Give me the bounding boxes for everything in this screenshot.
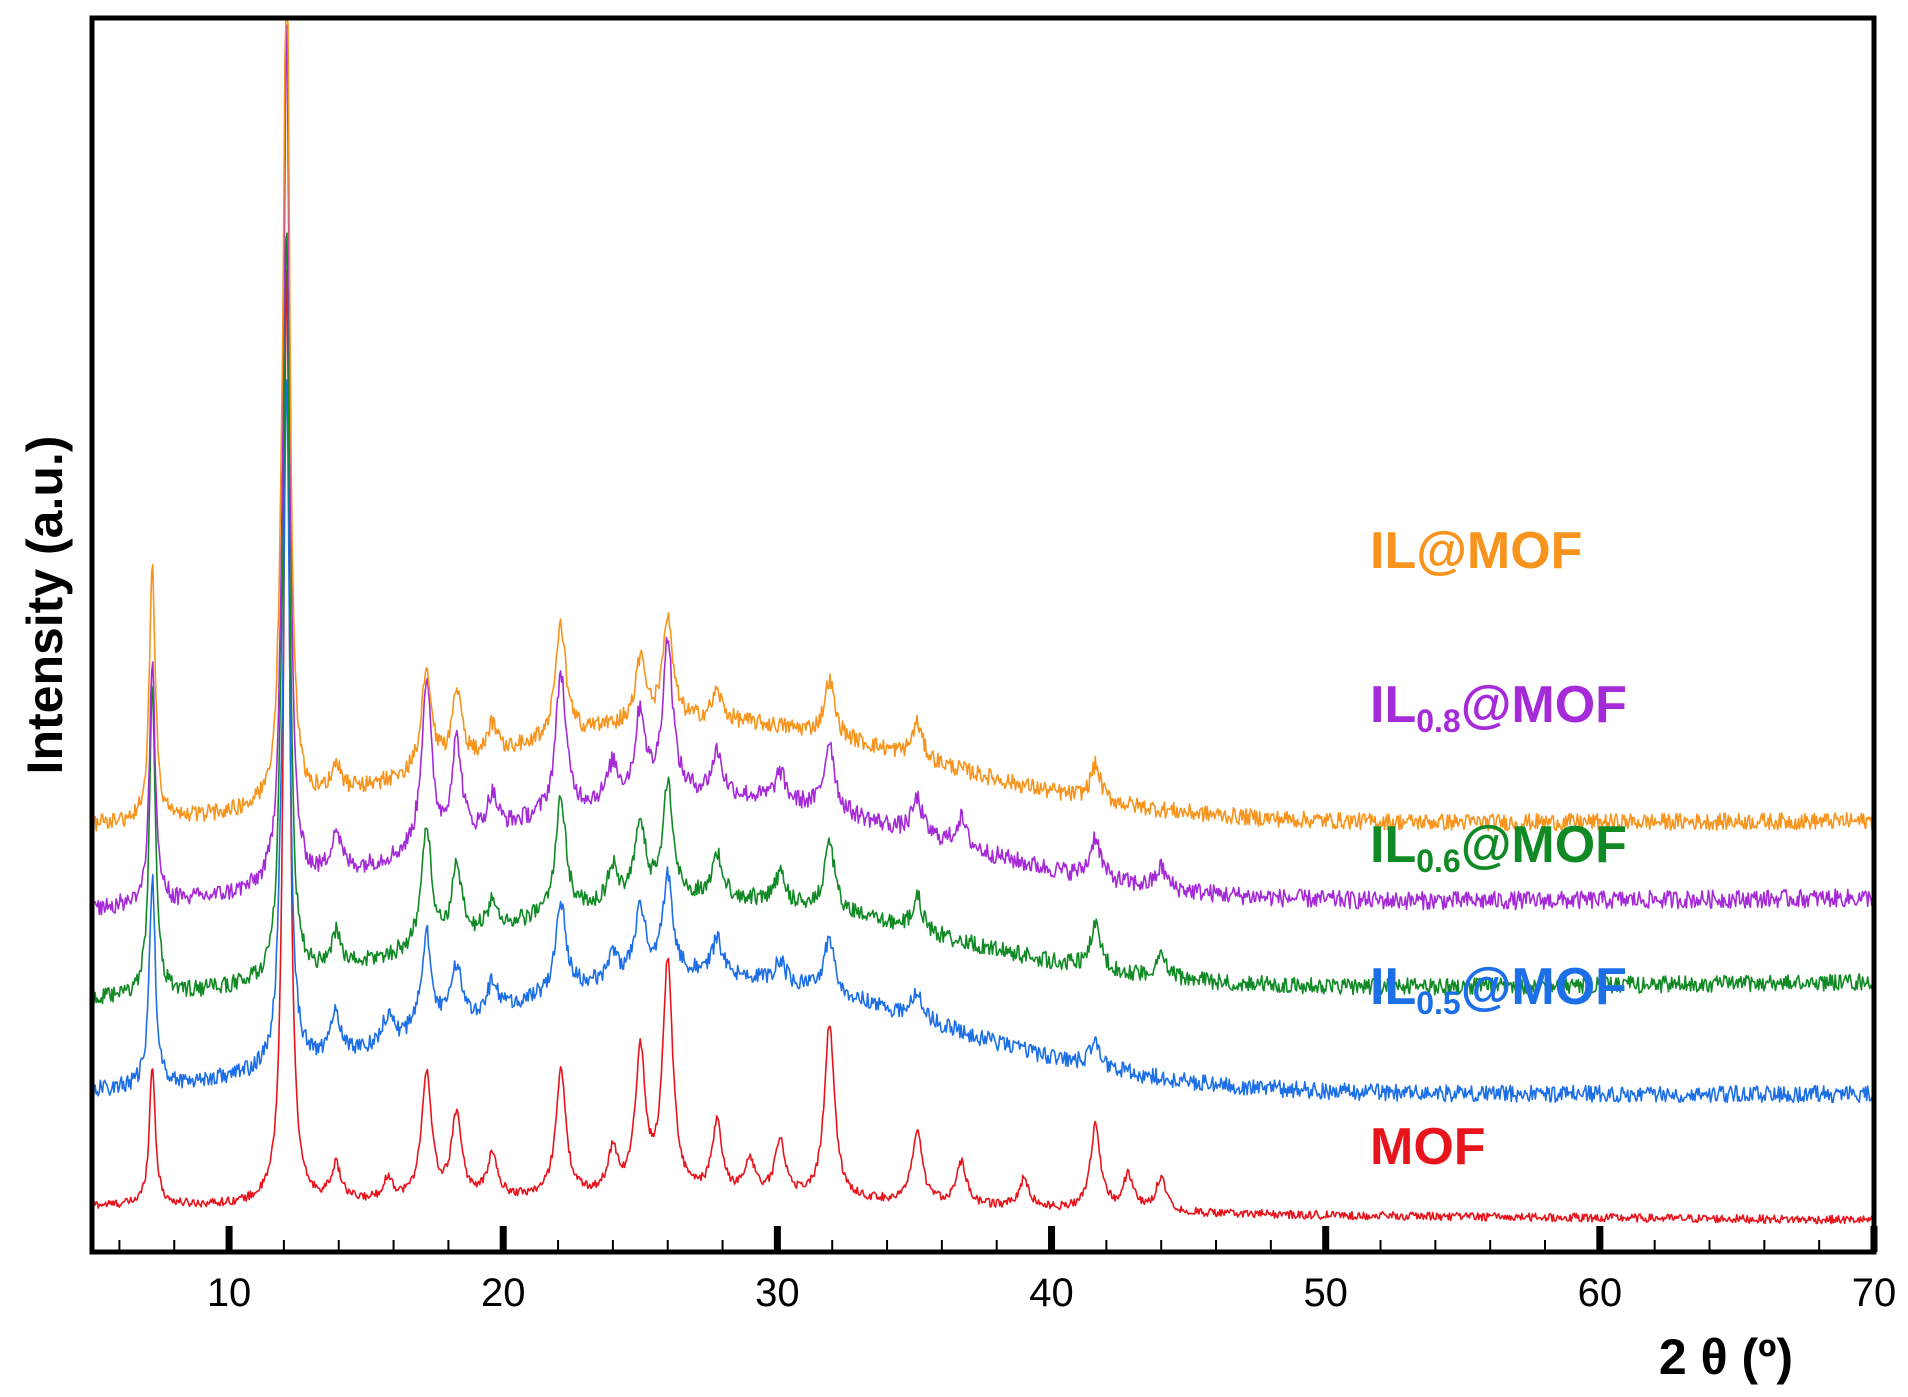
x-tick-label: 20 <box>481 1271 526 1315</box>
series-line-il0-6-mof <box>91 232 1875 1005</box>
x-tick-label: 50 <box>1303 1271 1348 1315</box>
y-axis-title: Intensity (a.u.) <box>17 436 73 775</box>
series-labels: MOF IL0.5@MOF IL0.6@MOF IL0.8@MOF IL@MOF <box>1370 522 1627 1176</box>
series-line-il0-8-mof <box>91 24 1875 916</box>
plot-area <box>89 15 1877 1255</box>
series-label-il-mof: IL@MOF <box>1370 522 1582 580</box>
x-tick-label: 40 <box>1029 1271 1074 1315</box>
series-label-mof: MOF <box>1370 1118 1486 1176</box>
plot-frame <box>89 15 1877 1255</box>
x-tick-label: 10 <box>207 1271 252 1315</box>
series-label-il0-6-mof: IL0.6@MOF <box>1370 816 1627 879</box>
x-tick-label: 30 <box>755 1271 800 1315</box>
series-line-il0-5-mof <box>91 379 1875 1104</box>
x-axis-title: 2 θ (º) <box>1659 1329 1793 1385</box>
series-label-il0-5-mof: IL0.5@MOF <box>1370 958 1627 1021</box>
x-axis: 10 20 30 40 50 60 70 <box>118 1226 1897 1315</box>
series-line-mof <box>91 268 1875 1225</box>
series-label-il0-8-mof: IL0.8@MOF <box>1370 676 1627 739</box>
x-tick-label: 70 <box>1852 1271 1897 1315</box>
series-line-il-mof <box>91 17 1875 832</box>
x-tick-label: 60 <box>1578 1271 1623 1315</box>
